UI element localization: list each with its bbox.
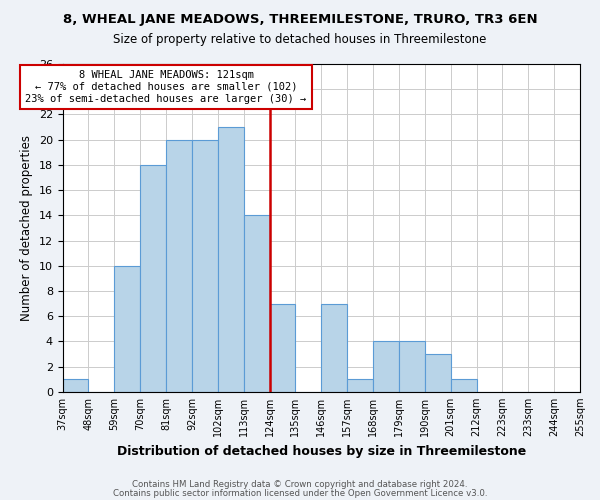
Bar (140, 165, 166, 392)
Bar (425, 354, 451, 392)
Bar (322, 304, 347, 392)
Text: Contains HM Land Registry data © Crown copyright and database right 2024.: Contains HM Land Registry data © Crown c… (132, 480, 468, 489)
Bar (399, 342, 425, 392)
Bar (62, 379, 88, 392)
Text: 8 WHEAL JANE MEADOWS: 121sqm
← 77% of detached houses are smaller (102)
23% of s: 8 WHEAL JANE MEADOWS: 121sqm ← 77% of de… (25, 70, 307, 104)
Text: Size of property relative to detached houses in Threemilestone: Size of property relative to detached ho… (113, 32, 487, 46)
Text: 8, WHEAL JANE MEADOWS, THREEMILESTONE, TRURO, TR3 6EN: 8, WHEAL JANE MEADOWS, THREEMILESTONE, T… (62, 12, 538, 26)
X-axis label: Distribution of detached houses by size in Threemilestone: Distribution of detached houses by size … (116, 444, 526, 458)
Bar (269, 304, 295, 392)
Bar (451, 379, 476, 392)
Bar (244, 216, 269, 392)
Bar (347, 379, 373, 392)
Text: Contains public sector information licensed under the Open Government Licence v3: Contains public sector information licen… (113, 488, 487, 498)
Bar (218, 127, 244, 392)
Bar (115, 266, 140, 392)
Bar (166, 140, 192, 392)
Y-axis label: Number of detached properties: Number of detached properties (20, 135, 33, 321)
Bar (373, 342, 399, 392)
Bar (192, 140, 218, 392)
